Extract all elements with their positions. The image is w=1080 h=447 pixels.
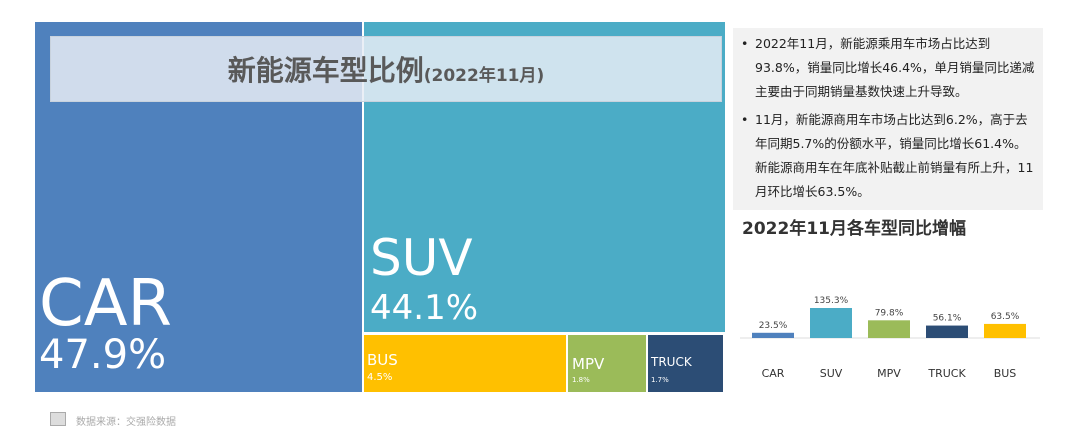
treemap-subtitle: (2022年11月) xyxy=(423,65,545,86)
treemap-title-banner: 新能源车型比例 (2022年11月) xyxy=(50,36,722,102)
bar-mpv xyxy=(868,320,910,338)
tile-pct: 1.8% xyxy=(572,376,590,384)
tile-label: SUV xyxy=(370,229,473,287)
tick-label: TRUCK xyxy=(927,367,966,380)
note-item: 11月，新能源商用车市场占比达到6.2%，高于去年同期5.7%的份额水平，销量同… xyxy=(741,108,1035,204)
bar-chart: 23.5% CAR 135.3% SUV 79.8% MPV 56.1% TRUCK 63.5%… xyxy=(740,296,1040,380)
tile-pct: 44.1% xyxy=(370,288,479,328)
tick-label: SUV xyxy=(820,367,843,380)
data-label: 56.1% xyxy=(933,314,962,324)
tile-pct: 4.5% xyxy=(367,372,393,383)
chart-title: 2022年11月各车型同比增幅 xyxy=(742,219,966,239)
data-label: 79.8% xyxy=(875,308,904,318)
tile-label: BUS xyxy=(367,351,398,369)
notes-panel: 2022年11月，新能源乘用车市场占比达到93.8%，销量同比增长46.4%，单… xyxy=(733,28,1043,210)
tile-mpv: MPV 1.8% xyxy=(568,335,646,392)
tile-label: CAR xyxy=(39,267,172,341)
bar-suv xyxy=(810,308,852,338)
note-item: 2022年11月，新能源乘用车市场占比达到93.8%，销量同比增长46.4%，单… xyxy=(741,32,1035,104)
data-label: 63.5% xyxy=(991,312,1020,322)
tick-label: MPV xyxy=(877,367,901,380)
tick-label: BUS xyxy=(994,367,1017,380)
tile-truck: TRUCK 1.7% xyxy=(648,335,723,392)
tile-pct: 1.7% xyxy=(651,376,669,384)
tile-bus: BUS 4.5% xyxy=(364,335,566,392)
bar-truck xyxy=(926,325,968,338)
calendar-icon xyxy=(50,412,66,426)
tick-label: CAR xyxy=(762,367,785,380)
data-label: 23.5% xyxy=(759,321,788,331)
tile-pct: 47.9% xyxy=(39,332,167,378)
tile-label: MPV xyxy=(572,355,605,373)
bar-bus xyxy=(984,323,1026,338)
data-label: 135.3% xyxy=(814,296,849,306)
tile-label: TRUCK xyxy=(651,355,692,369)
source-note: 数据来源：交强险数据 xyxy=(76,417,176,428)
treemap-title: 新能源车型比例 xyxy=(227,54,424,87)
bar-car xyxy=(752,332,794,338)
